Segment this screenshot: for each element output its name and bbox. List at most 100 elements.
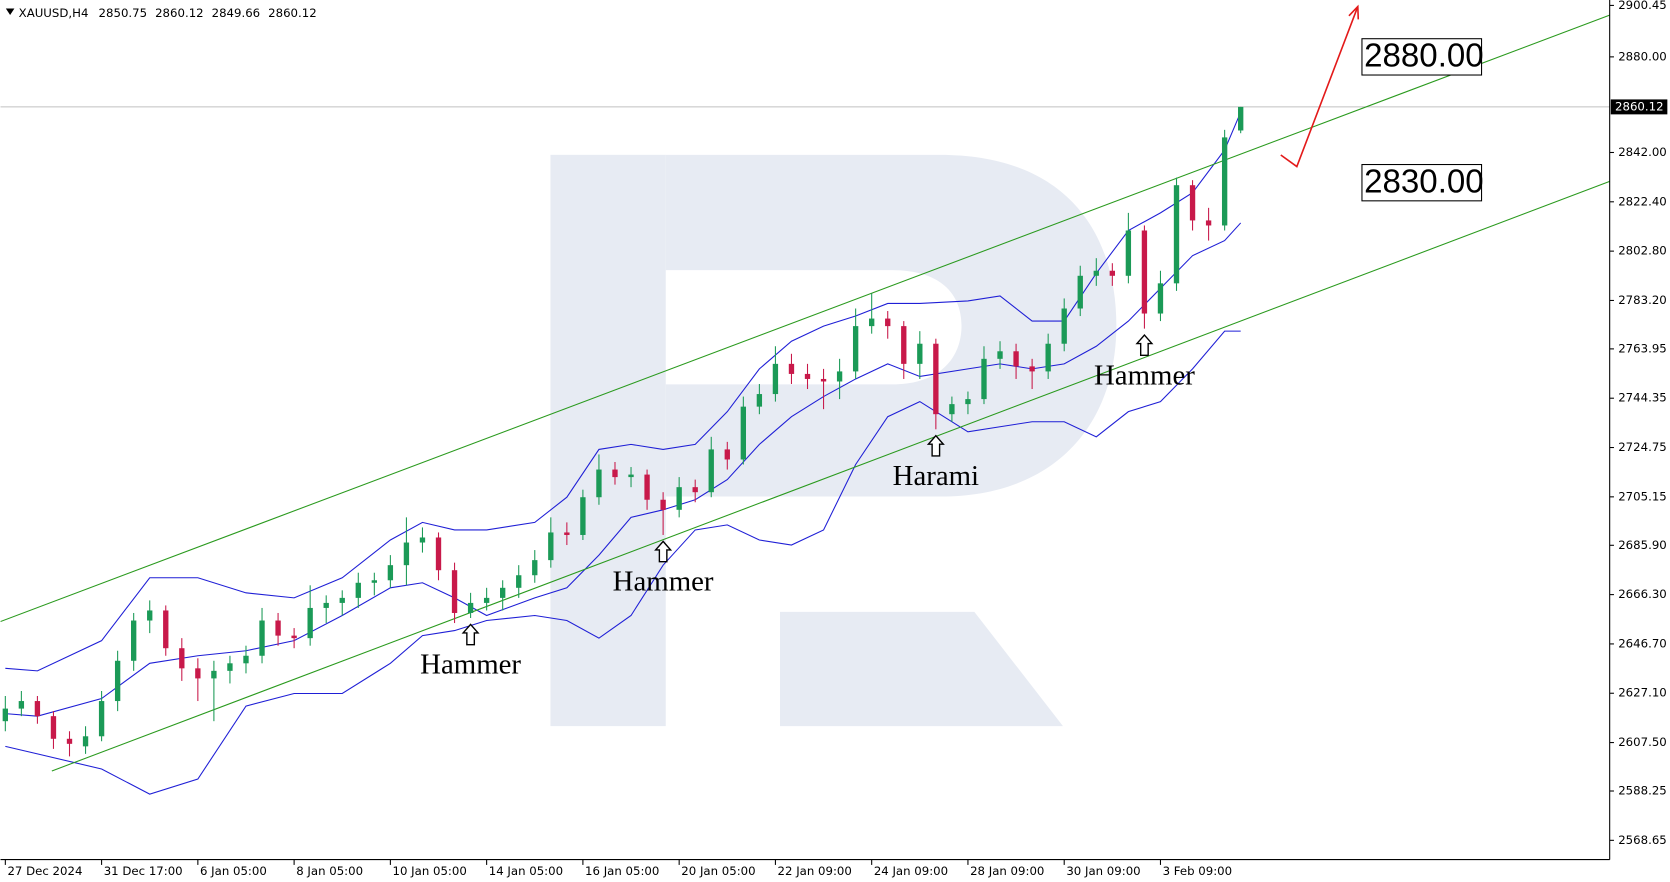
candle-body [596, 469, 602, 498]
y-tick-label: 2763.95 [1618, 341, 1667, 355]
pattern-label: Hammer [613, 566, 714, 598]
candle-body [516, 575, 522, 588]
candle-body [18, 701, 25, 709]
candle-body [195, 668, 201, 679]
chart-header: XAUUSD,H4 2850.75 2860.12 2849.66 2860.1… [19, 5, 317, 19]
candle-body [179, 648, 185, 669]
candle-body [644, 474, 650, 500]
high-value: 2860.12 [155, 5, 204, 19]
x-tick-label: 8 Jan 05:00 [296, 864, 363, 878]
x-tick-label: 28 Jan 09:00 [970, 864, 1044, 878]
candle-body [788, 363, 795, 374]
candle-body [804, 373, 811, 379]
x-tick-label: 6 Jan 05:00 [200, 864, 267, 878]
x-tick-label: 10 Jan 05:00 [393, 864, 467, 878]
x-tick-label: 16 Jan 05:00 [585, 864, 659, 878]
candle-body [467, 602, 474, 613]
symbol-menu-triangle[interactable] [5, 8, 15, 15]
candle-body [435, 537, 442, 571]
candle-body [676, 487, 682, 510]
level-box [1361, 38, 1483, 76]
candle-body [1013, 351, 1019, 367]
x-tick-label: 27 Dec 2024 [7, 864, 82, 878]
y-tick-label: 2646.70 [1618, 636, 1667, 650]
x-tick-label: 30 Jan 09:00 [1066, 864, 1140, 878]
open-value: 2850.75 [99, 5, 148, 19]
candle-body [483, 597, 490, 603]
forecast-arrow-head [1348, 4, 1360, 20]
level-label: 2830.00 [1364, 164, 1484, 201]
candle-body [371, 580, 378, 583]
y-tick-label: 2900.45 [1618, 0, 1667, 12]
candle-body [1141, 230, 1148, 314]
candle-body [660, 499, 666, 510]
candle-body [82, 736, 89, 747]
channel-line [0, 14, 1610, 623]
pattern-arrow [1135, 333, 1154, 357]
candle-body [50, 716, 57, 739]
plot-area [0, 6, 1610, 795]
candle-body [692, 487, 698, 493]
candle-body [949, 404, 955, 415]
candle-body [548, 532, 554, 561]
forecast-arrow [1280, 6, 1359, 168]
candle-body [275, 620, 281, 636]
bollinger-band [5, 330, 1241, 795]
candle-body [131, 620, 137, 661]
overlay: 2880.00 2830.00 Hammer Hammer Harami Hammer [420, 4, 1484, 681]
close-value: 2860.12 [268, 5, 317, 19]
candle-body [981, 358, 987, 400]
candle-body [1205, 220, 1212, 226]
candle-body [564, 532, 570, 535]
y-tick-label: 2802.80 [1618, 244, 1667, 258]
candle-body [628, 474, 634, 478]
y-tick-label: 2842.00 [1618, 145, 1667, 159]
bollinger-band [5, 112, 1242, 672]
watermark [550, 154, 1117, 727]
x-tick-label: 22 Jan 09:00 [778, 864, 852, 878]
y-tick-label: 2783.20 [1618, 293, 1667, 307]
pattern-arrow [461, 623, 480, 646]
candle-body [419, 537, 426, 543]
y-tick-label: 2744.35 [1618, 391, 1667, 405]
candle-body [532, 560, 538, 576]
candle-body [147, 610, 153, 621]
candle-body [820, 378, 827, 382]
channel-line [51, 180, 1610, 772]
low-value: 2849.66 [212, 5, 261, 19]
candle-body [114, 660, 121, 702]
candle-body [66, 738, 73, 744]
candle-body [2, 708, 8, 722]
level-box [1361, 163, 1483, 202]
candle-body [98, 701, 105, 737]
candle-body [885, 318, 891, 327]
level-label: 2880.00 [1364, 38, 1484, 75]
candle-body [323, 602, 329, 608]
watermark-leg [780, 611, 1063, 727]
y-tick-label: 2822.40 [1618, 194, 1667, 208]
candle-body [740, 406, 747, 460]
x-tick-label: 24 Jan 09:00 [874, 864, 948, 878]
pattern-label: Hammer [1094, 359, 1195, 391]
candle-body [724, 449, 730, 460]
y-tick-label: 2705.15 [1618, 489, 1667, 503]
current-price-label: 2860.12 [1615, 99, 1664, 113]
candle-body [500, 587, 506, 598]
candle-body [917, 343, 923, 364]
watermark-stem [550, 154, 666, 727]
candle-body [339, 597, 345, 603]
pattern-arrow [926, 434, 945, 457]
candle-body [1157, 283, 1164, 314]
candle-body [1045, 343, 1051, 372]
candle-body [869, 318, 875, 327]
candle-body [355, 582, 361, 598]
candle-body [259, 620, 265, 656]
candle-body [403, 542, 410, 566]
candle-body [1173, 185, 1180, 284]
pattern-label: Hammer [420, 649, 521, 681]
pattern-arrow [654, 540, 673, 563]
candle-body [291, 635, 297, 639]
symbol: XAUUSD,H4 [19, 5, 89, 19]
